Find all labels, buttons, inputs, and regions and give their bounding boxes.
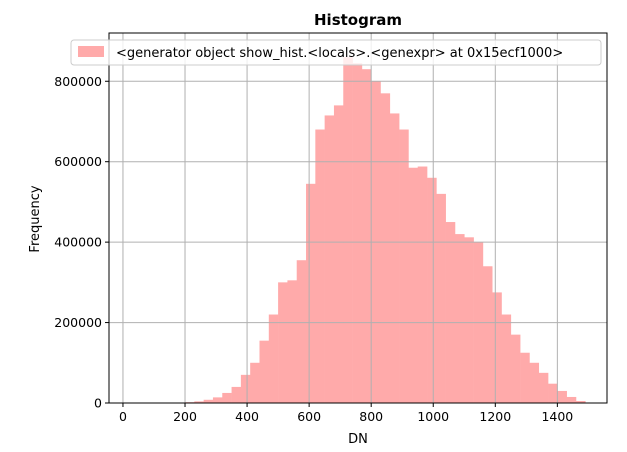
histogram-bar: [278, 282, 288, 403]
histogram-bar: [333, 105, 344, 404]
histogram-bar: [259, 340, 270, 403]
histogram-bar: [427, 177, 437, 403]
legend-swatch: [78, 46, 104, 57]
histogram-bar: [268, 314, 279, 403]
x-tick-label: 1400: [541, 409, 573, 424]
histogram-bar: [324, 115, 335, 404]
histogram-bar: [436, 193, 446, 403]
histogram-bar: [287, 280, 298, 403]
x-tick-label: 400: [235, 409, 259, 424]
histogram-bar: [203, 399, 214, 403]
histogram-bar: [399, 129, 409, 404]
x-tick-label: 0: [119, 409, 127, 424]
histogram-bar: [566, 396, 577, 403]
y-tick-label: 800000: [54, 74, 102, 89]
legend-entry: <generator object show_hist.<locals>.<ge…: [116, 46, 563, 61]
histogram-bar: [529, 362, 540, 403]
histogram-bar: [352, 63, 363, 403]
x-tick-label: 800: [359, 409, 383, 424]
x-tick-label: 200: [173, 409, 197, 424]
plot-area: 0 200 400 600 800 1000 1200 1400 0 200000 400000 60…: [54, 32, 608, 424]
histogram-bar: [538, 372, 549, 403]
axes-frame: [108, 32, 608, 404]
histogram-bar: [296, 260, 307, 403]
y-tick-label: 0: [94, 396, 102, 411]
x-tick-label: 600: [297, 409, 321, 424]
histogram-bar: [492, 292, 502, 403]
histogram-bar: [231, 386, 242, 403]
x-tick-label: 1200: [479, 409, 511, 424]
histogram-bar: [222, 392, 232, 403]
x-axis-label: DN: [348, 432, 368, 447]
histogram-bar: [464, 237, 474, 403]
histogram-bar: [389, 113, 400, 403]
histogram-bar: [482, 266, 493, 403]
histogram-bar: [361, 69, 372, 404]
legend: <generator object show_hist.<locals>.<ge…: [70, 39, 602, 66]
histogram-bar: [315, 129, 325, 404]
histogram-bar: [194, 401, 204, 403]
histogram-bar: [520, 352, 530, 403]
chart-title: Histogram: [314, 11, 402, 29]
histogram-bar: [557, 390, 567, 403]
histogram-bar: [417, 166, 428, 403]
histogram-bar: [380, 93, 391, 404]
histogram-bar: [212, 397, 223, 403]
histogram-bar: [575, 400, 586, 403]
histogram-bar: [250, 362, 260, 403]
histogram-bar: [343, 57, 353, 404]
histogram-bar: [445, 222, 456, 403]
y-axis-label: Frequency: [28, 185, 43, 252]
histogram-bar: [510, 334, 521, 403]
histogram-bar: [240, 374, 251, 403]
x-tick-label: 1000: [417, 409, 449, 424]
histogram-bar: [408, 167, 419, 403]
legend-box: [70, 39, 602, 66]
histogram-bar: [454, 234, 465, 403]
y-tick-label: 600000: [54, 154, 102, 169]
y-tick-label: 400000: [54, 235, 102, 250]
histogram-bar: [548, 383, 558, 403]
histogram-bar: [501, 314, 512, 403]
y-tick-label: 200000: [54, 315, 102, 330]
histogram-bar: [306, 183, 316, 403]
